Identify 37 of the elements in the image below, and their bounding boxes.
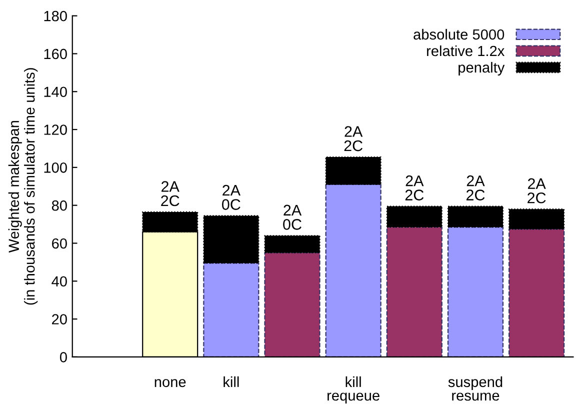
annotation: 2A 0C: [222, 184, 240, 210]
annotation: 2A 2C: [528, 178, 546, 204]
y-tick-label: 20: [52, 314, 67, 324]
legend-label: relative 1.2x: [427, 45, 505, 56]
bar: [447, 206, 504, 228]
annotation: 2A 2C: [405, 175, 424, 200]
bar: [264, 252, 320, 357]
annotation: 2A 2C: [344, 126, 363, 152]
annotation: 2A 2C: [161, 181, 180, 206]
y-tick-label: 40: [52, 276, 67, 287]
y-tick-label: 100: [44, 162, 67, 173]
y-axis-title: Weighted makespan (in thousands of simulator time units): [8, 68, 38, 305]
y-tick-label: 140: [44, 86, 67, 98]
y-tick-label: 60: [52, 238, 67, 249]
bar: [264, 235, 320, 254]
y-tick-label: 120: [44, 124, 67, 135]
annotation: 2A 2C: [466, 175, 485, 200]
bar: [508, 228, 565, 357]
x-tick-label: none: [154, 379, 186, 388]
bar: [203, 262, 260, 357]
bar: [325, 156, 382, 186]
y-tick-label: 160: [44, 48, 67, 60]
y-tick-label: 80: [52, 200, 67, 211]
x-tick-label: kill: [224, 376, 239, 387]
y-tick-label: 180: [44, 10, 67, 22]
y-tick-label: 0: [60, 352, 67, 362]
annotation: 2A 0C: [283, 204, 302, 230]
bar: [386, 206, 442, 228]
x-tick-label: kill requeue: [328, 376, 380, 404]
x-tick-label: suspend resume: [448, 376, 502, 401]
bar: [203, 215, 260, 264]
bar: [386, 226, 442, 357]
bar: [325, 184, 382, 357]
legend-label: penalty: [458, 62, 505, 76]
bar: [447, 226, 504, 357]
legend-label: absolute 5000: [414, 28, 504, 40]
bar: [508, 208, 565, 230]
